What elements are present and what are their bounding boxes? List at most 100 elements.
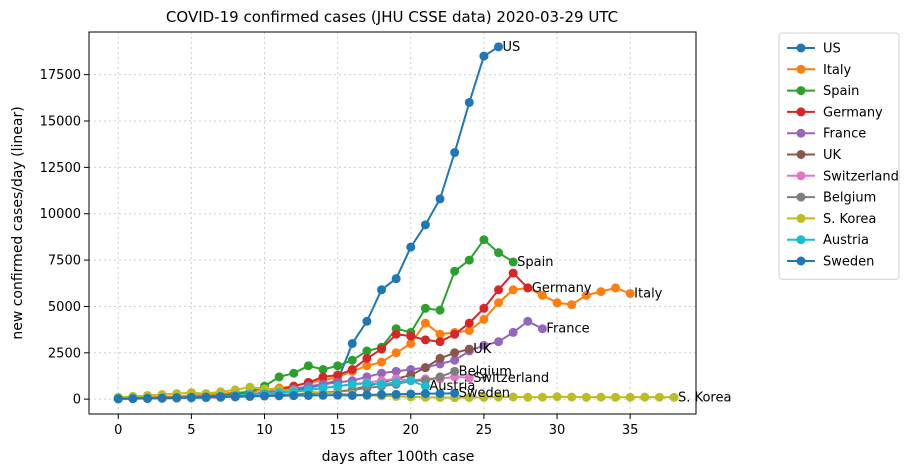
data-point (537, 392, 547, 402)
annotation-label: US (503, 40, 521, 55)
data-point (523, 316, 533, 326)
data-point (494, 337, 504, 347)
data-point (318, 383, 328, 393)
data-point (625, 392, 635, 402)
legend-item: Italy (787, 63, 852, 78)
data-point (420, 318, 430, 328)
legend-marker (796, 64, 806, 74)
data-point (464, 97, 474, 107)
data-point (552, 298, 562, 308)
data-point (450, 329, 460, 339)
data-point (260, 391, 270, 401)
data-point (464, 392, 474, 402)
data-point (479, 314, 489, 324)
data-point (611, 283, 621, 293)
data-point (318, 372, 328, 382)
data-point (391, 348, 401, 358)
data-point (333, 370, 343, 380)
data-point (377, 344, 387, 354)
data-point (508, 327, 518, 337)
data-point (435, 353, 445, 363)
data-point (186, 392, 196, 402)
legend-item: Spain (787, 84, 859, 99)
data-point (406, 376, 416, 386)
x-tick-label: 20 (403, 423, 420, 438)
annotation-label: Belgium (459, 364, 512, 379)
data-point (318, 364, 328, 374)
data-point (596, 287, 606, 297)
data-point (128, 394, 138, 404)
data-point (450, 388, 460, 398)
data-point (420, 303, 430, 313)
legend-label: US (823, 42, 841, 57)
legend-item: US (787, 42, 841, 57)
legend-marker (796, 43, 806, 53)
data-point (435, 389, 445, 399)
legend-label: Spain (823, 84, 859, 99)
legend-marker (796, 128, 806, 138)
data-point (406, 331, 416, 341)
data-point (479, 303, 489, 313)
data-point (494, 248, 504, 258)
data-point (669, 392, 679, 402)
annotations: US Spain Germany Italy France UK BelgiumSwitze… (429, 40, 731, 405)
data-point (362, 316, 372, 326)
y-tick-label: 10000 (40, 207, 81, 222)
legend: US Italy Spain Germany France UK Switzerland Be… (778, 32, 900, 280)
data-point (318, 390, 328, 400)
data-point (406, 339, 416, 349)
data-point (406, 389, 416, 399)
data-point (494, 42, 504, 52)
legend-marker (796, 213, 806, 223)
data-point (567, 300, 577, 310)
annotation-label: Austria (429, 379, 475, 394)
legend-label: S. Korea (823, 212, 876, 227)
data-point (654, 392, 664, 402)
series-sweden (113, 388, 460, 404)
data-point (274, 372, 284, 382)
series-us (113, 42, 504, 403)
data-point (347, 339, 357, 349)
data-point (391, 389, 401, 399)
data-point (274, 391, 284, 401)
data-point (450, 148, 460, 158)
annotation-label: S. Korea (678, 390, 731, 405)
x-tick-label: 35 (622, 423, 639, 438)
data-point (289, 391, 299, 401)
axis-ticks: 0 5 10 15 20 25 30 35 0 2500 5000 7500 10000 12500 150… (40, 68, 639, 438)
data-point (464, 344, 474, 354)
data-point (303, 390, 313, 400)
data-point (230, 391, 240, 401)
data-point (435, 372, 445, 382)
plot-frame (88, 31, 697, 415)
data-point (362, 361, 372, 371)
data-point (523, 283, 533, 293)
data-point (537, 290, 547, 300)
data-point (508, 285, 518, 295)
x-tick-label: 25 (476, 423, 493, 438)
data-point (611, 392, 621, 402)
legend-item: Germany (787, 105, 883, 120)
legend-marker (796, 107, 806, 117)
data-point (406, 242, 416, 252)
data-point (347, 379, 357, 389)
y-tick-label: 2500 (48, 346, 81, 361)
data-point (479, 340, 489, 350)
data-point (450, 355, 460, 365)
legend-item: Sweden (787, 255, 874, 270)
data-point (479, 235, 489, 245)
data-point (450, 266, 460, 276)
data-point (435, 337, 445, 347)
data-point (377, 368, 387, 378)
legend-label: Germany (823, 105, 883, 120)
data-point (333, 390, 343, 400)
legend-label: Sweden (823, 255, 874, 270)
data-point (508, 257, 518, 267)
data-point (625, 288, 635, 298)
data-point (347, 390, 357, 400)
grid (89, 32, 696, 414)
data-point (494, 298, 504, 308)
data-point (172, 393, 182, 403)
data-point (391, 274, 401, 284)
